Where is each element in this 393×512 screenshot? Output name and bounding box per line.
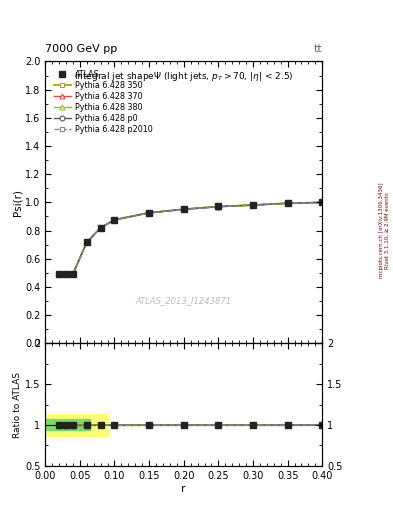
Text: Rivet 3.1.10, ≥ 2.9M events: Rivet 3.1.10, ≥ 2.9M events [385,192,389,269]
Text: 7000 GeV pp: 7000 GeV pp [45,44,118,54]
Y-axis label: Psi(r): Psi(r) [12,189,22,216]
Text: tt: tt [314,44,322,54]
Legend: ATLAS, Pythia 6.428 350, Pythia 6.428 370, Pythia 6.428 380, Pythia 6.428 p0, Py: ATLAS, Pythia 6.428 350, Pythia 6.428 37… [52,68,154,136]
X-axis label: r: r [182,483,186,494]
Text: mcplots.cern.ch [arXiv:1306.3436]: mcplots.cern.ch [arXiv:1306.3436] [380,183,384,278]
Y-axis label: Ratio to ATLAS: Ratio to ATLAS [13,372,22,438]
Text: Integral jet shape$\Psi$ (light jets, $p_T$$>$70, $|\eta|$ < 2.5): Integral jet shape$\Psi$ (light jets, $p… [74,70,294,83]
Text: ATLAS_2013_I1243871: ATLAS_2013_I1243871 [136,296,232,306]
